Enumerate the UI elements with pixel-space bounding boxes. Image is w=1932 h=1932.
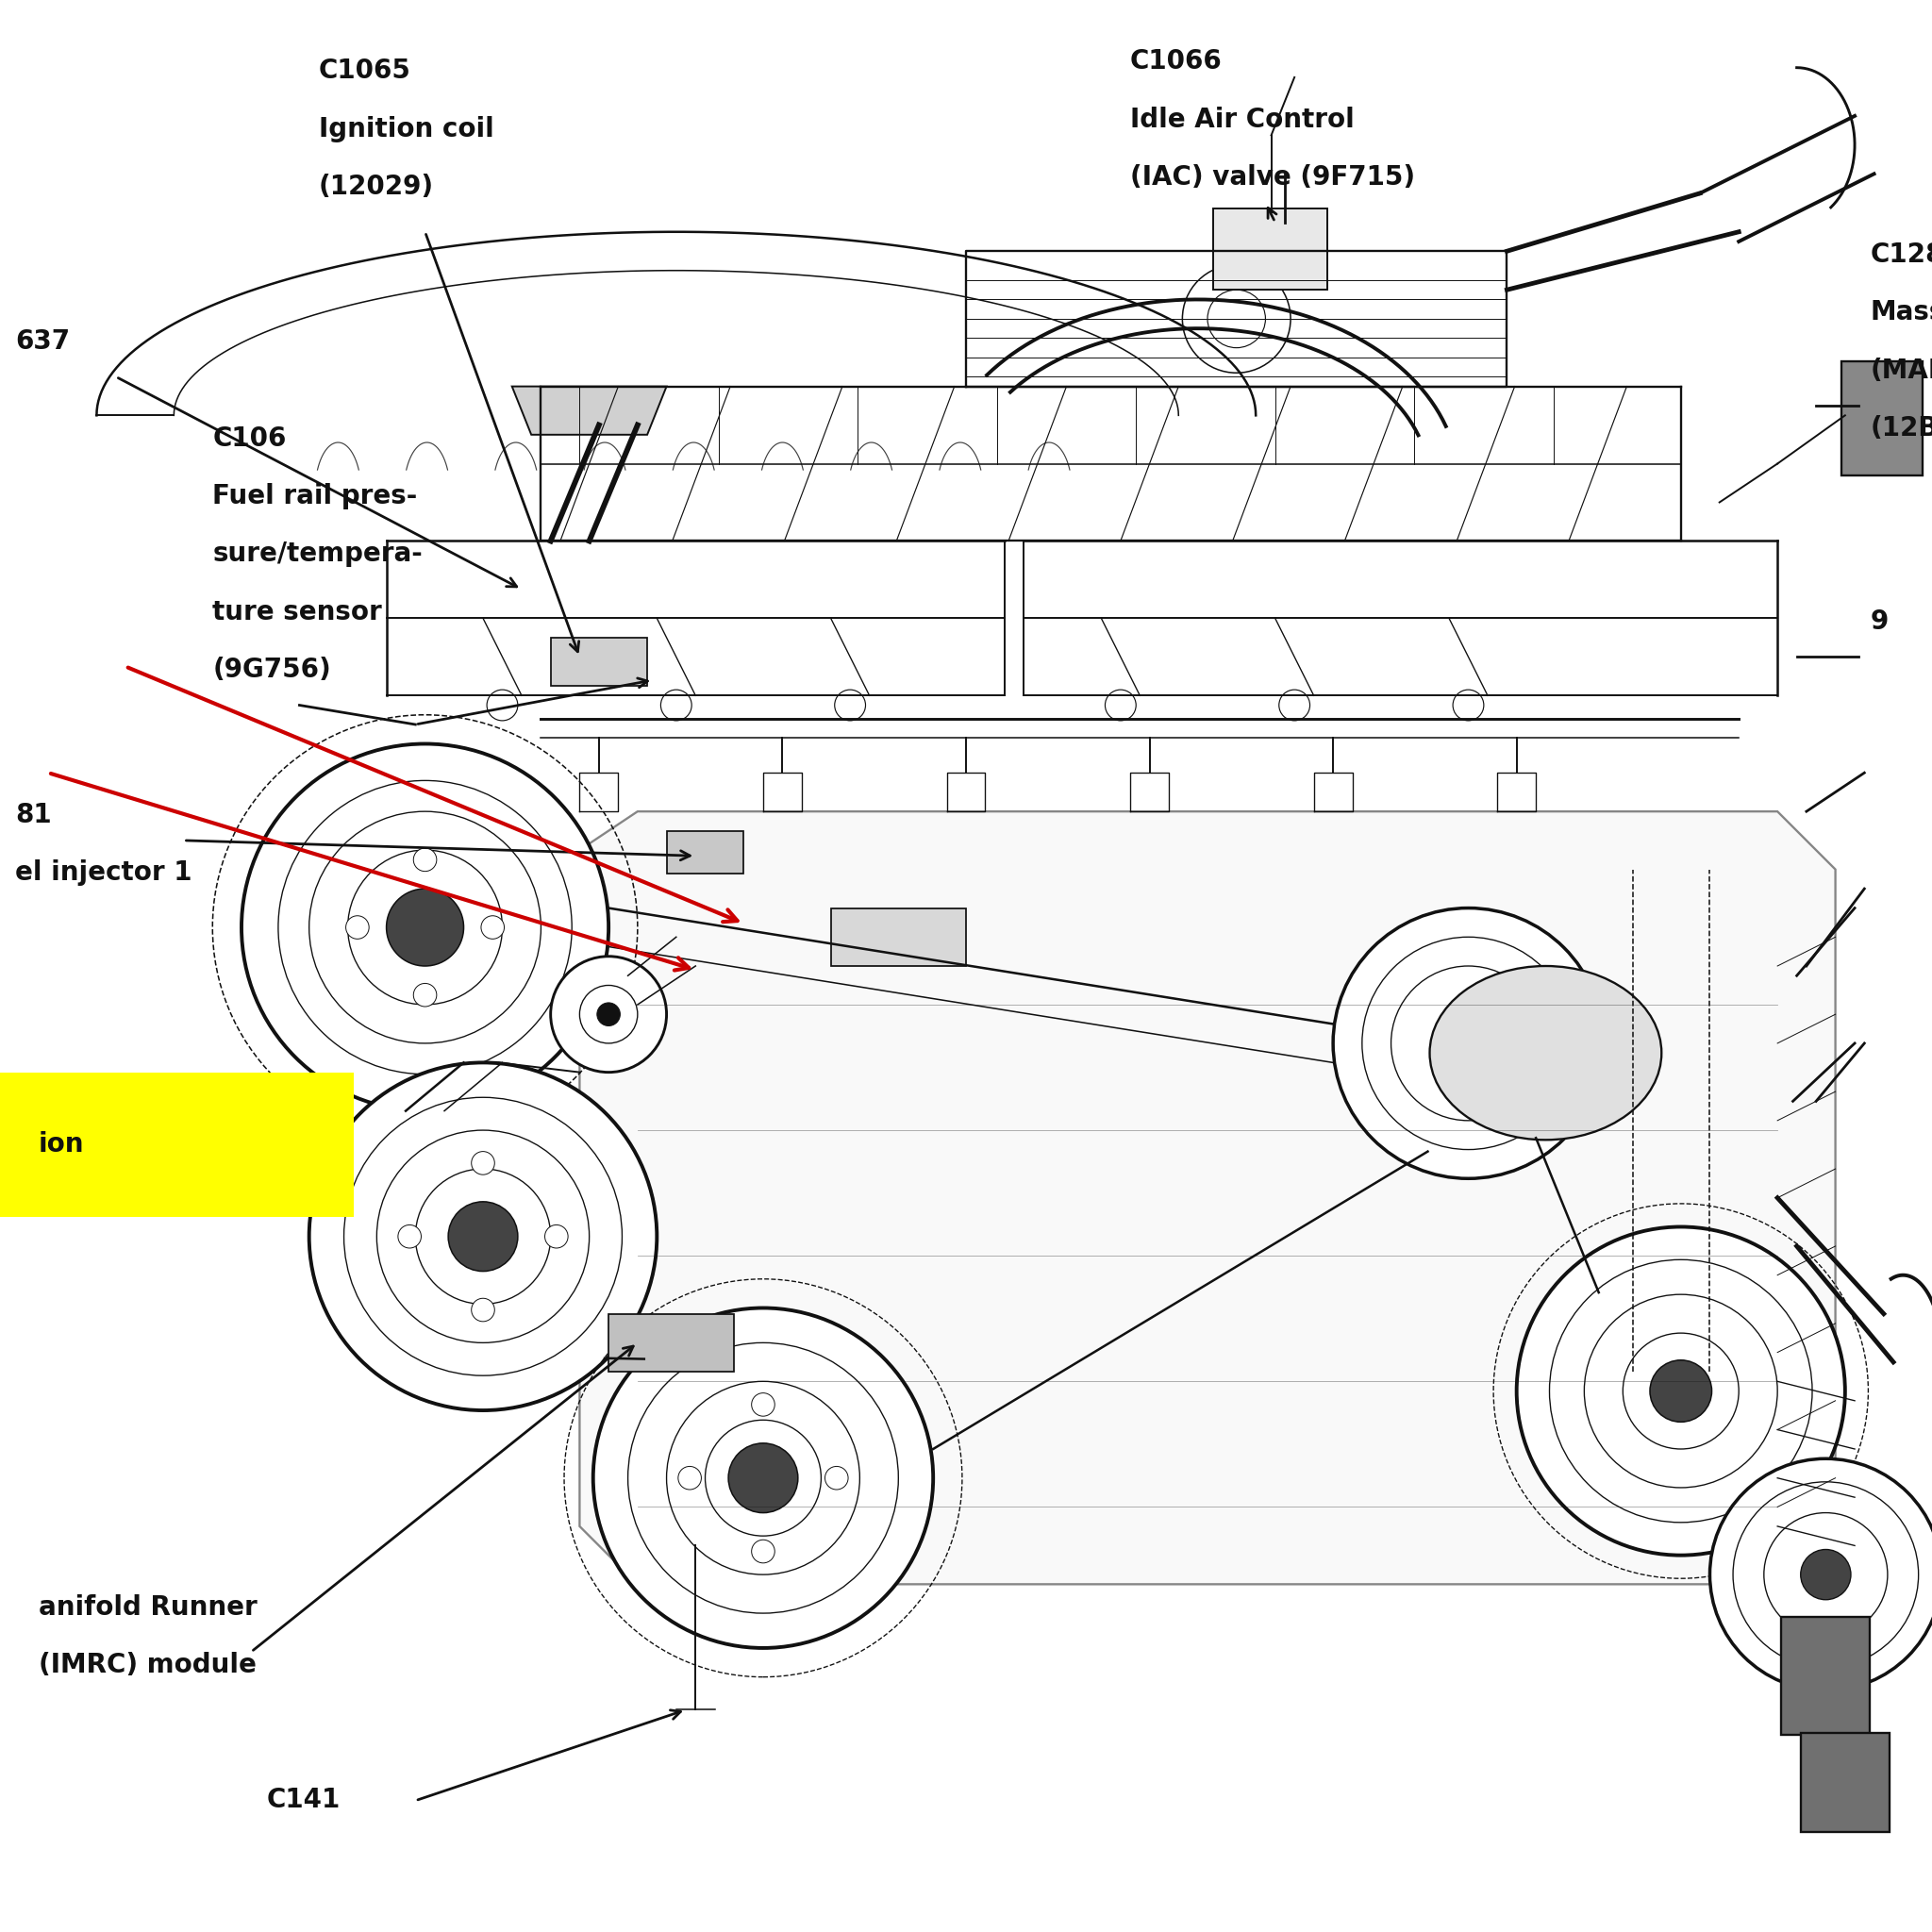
Text: 81: 81 [15,802,52,829]
Circle shape [413,848,437,871]
FancyBboxPatch shape [1781,1617,1870,1735]
Text: Fuel rail pres-: Fuel rail pres- [213,483,417,510]
Circle shape [471,1298,495,1321]
Circle shape [1801,1549,1851,1600]
Text: 637: 637 [15,328,70,355]
Text: (IAC) valve (9F715): (IAC) valve (9F715) [1130,164,1416,191]
Text: Ignition coil: Ignition coil [319,116,495,143]
Text: sure/tempera-: sure/tempera- [213,541,423,568]
Text: ion: ion [39,1132,85,1157]
Circle shape [1517,1227,1845,1555]
Text: (9G756): (9G756) [213,657,330,684]
Circle shape [1439,1014,1497,1072]
Circle shape [597,1003,620,1026]
Text: C1065: C1065 [319,58,412,85]
Circle shape [728,1443,798,1513]
Polygon shape [551,638,647,686]
FancyBboxPatch shape [1841,361,1922,475]
Circle shape [398,1225,421,1248]
Text: ture sensor: ture sensor [213,599,383,626]
Text: anifold Runner: anifold Runner [39,1594,257,1621]
Text: C141: C141 [267,1787,340,1814]
Circle shape [752,1540,775,1563]
Text: Mass: Mass [1870,299,1932,327]
Circle shape [752,1393,775,1416]
Polygon shape [609,1314,734,1372]
FancyBboxPatch shape [1801,1733,1889,1832]
Circle shape [825,1466,848,1490]
Circle shape [448,1202,518,1271]
Text: (12029): (12029) [319,174,435,201]
Ellipse shape [1430,966,1662,1140]
Circle shape [413,983,437,1007]
Circle shape [471,1151,495,1175]
Circle shape [346,916,369,939]
Circle shape [1710,1459,1932,1690]
Circle shape [678,1466,701,1490]
Text: C128: C128 [1870,242,1932,269]
Circle shape [593,1308,933,1648]
Text: (MAF: (MAF [1870,357,1932,384]
Bar [0,1072,354,1217]
Polygon shape [667,831,744,873]
Text: 9: 9 [1870,609,1888,636]
FancyBboxPatch shape [1213,209,1327,290]
Circle shape [1333,908,1604,1179]
Circle shape [1650,1360,1712,1422]
Text: C1066: C1066 [1130,48,1223,75]
Text: C106: C106 [213,425,286,452]
Circle shape [551,956,667,1072]
Text: (12B): (12B) [1870,415,1932,442]
Circle shape [309,1063,657,1410]
Polygon shape [512,386,667,435]
Text: (IMRC) module: (IMRC) module [39,1652,257,1679]
Circle shape [545,1225,568,1248]
Text: Idle Air Control: Idle Air Control [1130,106,1354,133]
Polygon shape [831,908,966,966]
Text: el injector 1: el injector 1 [15,860,193,887]
Circle shape [242,744,609,1111]
Circle shape [386,889,464,966]
Polygon shape [580,811,1835,1584]
Circle shape [481,916,504,939]
